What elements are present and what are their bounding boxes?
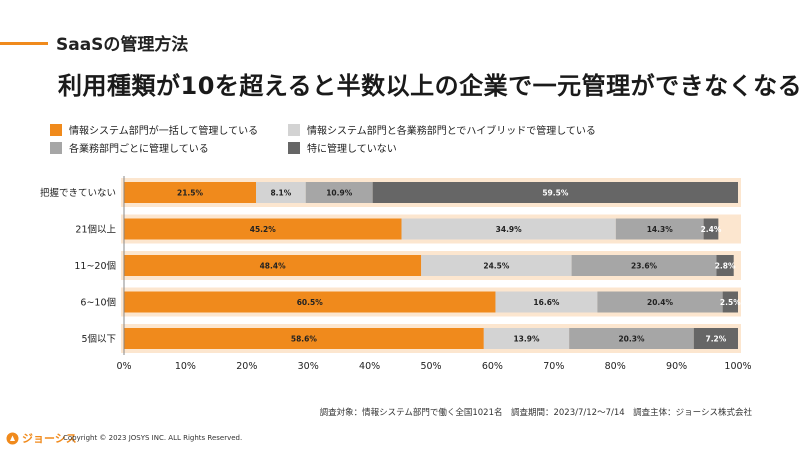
bar-segment-11to20-department (571, 255, 717, 276)
data-label-6to10-unmanaged: 2.5% (720, 298, 741, 307)
bar-segment-5orless-department (569, 328, 694, 349)
data-label-21plus-department: 14.3% (647, 225, 674, 234)
data-label-21plus-unmanaged: 2.4% (701, 225, 722, 234)
stacked-bar-chart: 把握できていない 21.5% 8.1% 10.9% 59.5% 21個以上 45.2% 34.… (40, 176, 752, 372)
bar-segment-21plus-hybrid (401, 218, 616, 240)
bar-segment-21plus-centralized (124, 218, 402, 240)
data-label-11to20-department: 23.6% (631, 262, 658, 271)
bar-segment-unknown-hybrid (256, 182, 306, 203)
bar-segment-unknown-department (305, 182, 373, 203)
bar-segment-21plus-unmanaged (703, 218, 719, 240)
data-label-21plus-hybrid: 34.9% (496, 225, 523, 234)
x-tick-label-0: 0% (116, 361, 131, 372)
bar-segment-5orless-unmanaged (693, 328, 738, 349)
category-label-5orless: 5個以下 (81, 333, 116, 345)
data-label-5orless-department: 20.3% (618, 335, 645, 344)
legend-swatch-hybrid (288, 123, 300, 136)
section-title: SaaSの管理方法 (56, 35, 189, 55)
bar-segment-unknown-unmanaged (372, 182, 738, 203)
category-label-21plus: 21個以上 (75, 224, 116, 236)
x-tick-label-10: 100% (724, 361, 751, 372)
legend-item-department: 各業務部門ごとに管理している (50, 140, 209, 155)
bar-segment-11to20-hybrid (421, 255, 572, 276)
logo-text: ジョーシス (22, 432, 77, 445)
data-label-6to10-department: 20.4% (647, 298, 674, 307)
legend-item-hybrid: 情報システム部門と各業務部門とでハイブリッドで管理している (288, 122, 596, 137)
bar-segment-11to20-centralized (124, 255, 422, 276)
bar-segment-5orless-hybrid (483, 328, 570, 349)
data-label-6to10-centralized: 60.5% (297, 298, 324, 307)
data-label-21plus-centralized: 45.2% (250, 225, 277, 234)
legend-label-unmanaged: 特に管理していない (307, 144, 397, 155)
category-label-6to10: 6~10個 (80, 297, 116, 309)
bar-segment-21plus-department (615, 218, 704, 240)
legend-label-department: 各業務部門ごとに管理している (69, 144, 209, 155)
x-tick-label-1: 10% (175, 361, 196, 372)
data-label-11to20-centralized: 48.4% (260, 262, 287, 271)
x-tick-label-5: 50% (420, 361, 441, 372)
x-tick-label-4: 40% (359, 361, 380, 372)
logo-mark-icon (6, 432, 19, 444)
bar-segment-6to10-unmanaged (722, 291, 738, 313)
company-logo: ジョーシス (6, 430, 77, 446)
page-title: 利用種類が10を超えると半数以上の企業で一元管理ができなくなる (58, 72, 800, 100)
data-label-unknown-unmanaged: 59.5% (542, 189, 569, 198)
bar-segment-6to10-hybrid (495, 291, 598, 313)
category-label-unknown: 把握できていない (40, 187, 116, 199)
data-label-5orless-centralized: 58.6% (291, 335, 318, 344)
legend-item-unmanaged: 特に管理していない (288, 140, 397, 155)
x-tick-label-9: 90% (666, 361, 687, 372)
data-label-5orless-hybrid: 13.9% (513, 335, 540, 344)
legend-label-hybrid: 情報システム部門と各業務部門とでハイブリッドで管理している (307, 126, 596, 137)
bar-segment-6to10-department (597, 291, 723, 313)
x-tick-label-6: 60% (482, 361, 503, 372)
x-tick-label-7: 70% (543, 361, 564, 372)
legend-swatch-department (50, 141, 62, 154)
bar-segment-6to10-centralized (124, 291, 496, 313)
bar-segment-11to20-unmanaged (716, 255, 734, 276)
bar-segment-5orless-centralized (124, 328, 484, 349)
data-label-unknown-hybrid: 8.1% (270, 189, 291, 198)
legend-item-centralized: 情報システム部門が一括して管理している (50, 122, 258, 137)
accent-bar (0, 42, 48, 45)
legend-swatch-unmanaged (288, 141, 300, 154)
copyright: Copyright © 2023 JOSYS INC. ALL Rights R… (63, 434, 243, 442)
bar-segment-unknown-centralized (124, 182, 257, 203)
data-label-11to20-hybrid: 24.5% (483, 262, 510, 271)
legend-swatch-centralized (50, 123, 62, 136)
legend-label-centralized: 情報システム部門が一括して管理している (69, 126, 259, 137)
data-label-11to20-unmanaged: 2.8% (715, 262, 736, 271)
data-label-unknown-department: 10.9% (326, 189, 353, 198)
category-label-11to20: 11~20個 (74, 260, 116, 272)
data-label-unknown-centralized: 21.5% (177, 189, 204, 198)
data-label-6to10-hybrid: 16.6% (533, 298, 560, 307)
data-label-5orless-unmanaged: 7.2% (705, 335, 726, 344)
x-tick-label-2: 20% (236, 361, 257, 372)
survey-footnote: 調査対象：情報システム部門で働く全国1021名 調査期間：2023/7/12〜7… (319, 408, 752, 418)
x-tick-label-8: 80% (605, 361, 626, 372)
x-tick-label-3: 30% (298, 361, 319, 372)
